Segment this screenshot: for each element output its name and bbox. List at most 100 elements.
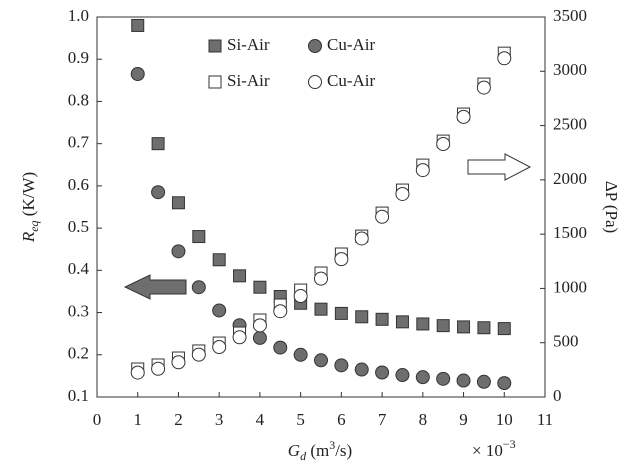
x-tick-label: 2: [174, 410, 183, 429]
data-point: [375, 365, 390, 380]
y-tick-label: 0.3: [68, 301, 89, 320]
y2-tick-label: 500: [553, 332, 579, 351]
x-tick-label: 0: [93, 410, 102, 429]
data-point: [457, 320, 471, 334]
y2-tick-label: 3500: [553, 6, 587, 25]
y-tick-label: 0.8: [68, 90, 89, 109]
x-tick-label: 1: [133, 410, 142, 429]
data-point: [233, 269, 247, 283]
x-tick-label: 8: [419, 410, 428, 429]
right-arrow: [467, 153, 532, 181]
data-point: [314, 353, 328, 368]
data-point: [212, 340, 227, 355]
y-tick-label: 0.4: [68, 259, 90, 278]
y-tick-label: 0.1: [68, 386, 89, 405]
y2-axis-label: ΔP (Pa): [602, 181, 621, 233]
data-point: [191, 347, 206, 362]
data-point: [253, 280, 267, 294]
data-point: [171, 355, 186, 370]
x-tick-label: 7: [378, 410, 387, 429]
data-point: [293, 289, 308, 304]
data-point: [436, 371, 451, 386]
data-point: [415, 163, 430, 178]
data-point: [192, 230, 206, 244]
legend-label: Cu-Air: [327, 71, 376, 90]
data-point: [436, 319, 450, 333]
data-point: [477, 321, 491, 335]
data-point: [497, 376, 512, 391]
data-point: [252, 330, 267, 345]
x-tick-label: 11: [537, 410, 553, 429]
y2-tick-label: 1500: [553, 223, 587, 242]
data-point: [171, 244, 186, 259]
x-axis-label: Gd (m3/s): [288, 438, 352, 463]
x-tick-label: 5: [296, 410, 305, 429]
legend-label: Cu-Air: [327, 35, 376, 54]
x-tick-label: 3: [215, 410, 224, 429]
data-point: [476, 80, 491, 95]
data-point: [131, 18, 145, 32]
data-point: [334, 252, 349, 267]
data-point: [334, 358, 349, 373]
data-point: [130, 67, 145, 81]
data-point: [497, 51, 512, 66]
data-point: [415, 370, 430, 385]
y2-tick-label: 3000: [553, 60, 587, 79]
y-tick-label: 0.2: [68, 344, 89, 363]
left-arrow: [123, 274, 187, 300]
data-point: [497, 322, 511, 336]
y2-tick-label: 1000: [553, 277, 587, 296]
x-tick-label: 9: [459, 410, 468, 429]
data-point: [151, 185, 166, 200]
data-point: [273, 340, 288, 355]
y2-tick-label: 0: [553, 386, 562, 405]
data-point: [395, 315, 409, 329]
legend-marker: [208, 75, 222, 89]
data-point: [212, 253, 226, 267]
x-tick-label: 4: [256, 410, 265, 429]
data-point: [355, 310, 369, 324]
data-point: [354, 362, 369, 377]
data-point: [456, 373, 471, 388]
data-point: [212, 303, 227, 318]
y-tick-label: 1.0: [68, 6, 89, 25]
data-point: [252, 318, 267, 333]
data-point: [436, 137, 451, 152]
legend-label: Si-Air: [227, 35, 270, 54]
y-tick-label: 0.9: [68, 48, 89, 67]
data-point: [334, 306, 348, 320]
data-point: [314, 271, 328, 286]
data-point: [171, 196, 185, 210]
x-tick-label: 10: [496, 410, 513, 429]
data-point: [151, 137, 165, 151]
data-point: [354, 231, 369, 246]
y2-tick-label: 2000: [553, 169, 587, 188]
data-point: [151, 361, 166, 376]
y2-tick-label: 2500: [553, 114, 587, 133]
x-multiplier: × 10−3: [472, 437, 516, 460]
legend-marker: [308, 39, 322, 53]
data-point: [130, 365, 145, 380]
data-point: [375, 209, 390, 224]
data-point: [395, 186, 410, 201]
data-point: [293, 347, 308, 362]
y-axis-label: Req (K/W): [19, 172, 41, 243]
data-point: [232, 330, 247, 345]
data-point: [314, 302, 328, 316]
plot-frame: [96, 16, 546, 398]
y-tick-label: 0.5: [68, 217, 89, 236]
data-point: [416, 317, 430, 331]
data-point: [456, 109, 471, 124]
data-point: [191, 280, 206, 295]
x-tick-label: 6: [337, 410, 346, 429]
legend-marker: [208, 39, 222, 53]
legend-label: Si-Air: [227, 71, 270, 90]
y-tick-label: 0.6: [68, 175, 89, 194]
data-point: [375, 312, 389, 326]
data-point: [273, 304, 288, 319]
data-point: [476, 374, 491, 389]
legend-marker: [308, 75, 322, 89]
data-point: [395, 368, 410, 383]
y-tick-label: 0.7: [68, 133, 90, 152]
